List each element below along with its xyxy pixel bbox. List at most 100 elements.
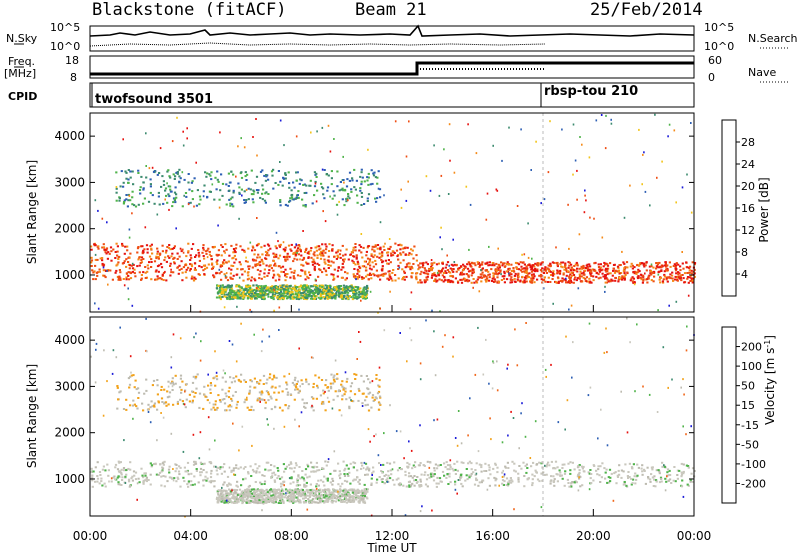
data-cell — [531, 478, 534, 481]
data-cell — [448, 123, 451, 126]
data-cell — [644, 482, 647, 485]
data-cell — [122, 467, 126, 469]
data-cell — [282, 292, 285, 295]
data-cell — [311, 490, 314, 493]
data-cell — [533, 270, 536, 273]
data-cell — [143, 248, 146, 251]
data-cell — [228, 298, 231, 301]
data-cell — [204, 475, 207, 478]
data-cell — [289, 248, 292, 251]
data-cell — [431, 267, 434, 270]
data-cell — [477, 484, 480, 487]
data-cell — [265, 174, 268, 176]
beam-title: Beam 21 — [355, 0, 427, 20]
data-cell — [413, 484, 416, 487]
data-cell — [498, 272, 501, 275]
data-cell — [352, 479, 355, 482]
data-cell — [475, 280, 478, 283]
data-cell — [580, 265, 583, 268]
data-cell — [217, 224, 219, 227]
data-cell — [192, 279, 196, 282]
data-cell — [352, 262, 355, 264]
data-cell — [222, 495, 225, 498]
data-cell — [583, 273, 586, 276]
data-cell — [675, 201, 677, 204]
data-cell — [176, 258, 179, 260]
data-cell — [413, 245, 416, 248]
data-cell — [568, 247, 570, 250]
data-cell — [579, 275, 582, 278]
data-cell — [281, 298, 284, 301]
data-cell — [290, 249, 293, 252]
data-cell — [228, 285, 232, 287]
data-cell — [161, 244, 164, 247]
data-cell — [526, 467, 529, 469]
data-cell — [426, 460, 429, 463]
data-cell — [264, 284, 267, 287]
data-cell — [664, 477, 667, 480]
data-cell — [469, 263, 472, 266]
data-cell — [666, 280, 669, 283]
data-cell — [567, 203, 569, 206]
data-cell — [296, 481, 299, 484]
data-cell — [409, 485, 412, 488]
data-cell — [357, 263, 360, 266]
data-cell — [673, 263, 676, 266]
data-cell — [102, 465, 105, 468]
data-cell — [668, 304, 670, 307]
data-cell — [341, 287, 345, 290]
data-cell — [313, 265, 316, 268]
data-cell — [250, 475, 253, 477]
data-cell — [589, 280, 592, 283]
data-cell — [219, 189, 222, 192]
data-cell — [170, 255, 173, 258]
data-cell — [302, 230, 304, 232]
data-cell — [430, 267, 433, 269]
data-cell — [127, 478, 131, 481]
data-cell — [490, 268, 493, 271]
data-cell — [411, 249, 414, 252]
data-cell — [358, 270, 361, 273]
data-cell — [259, 270, 262, 273]
data-cell — [641, 183, 643, 186]
data-cell — [485, 218, 488, 221]
data-cell — [302, 491, 305, 494]
data-cell — [271, 475, 274, 478]
data-cell — [418, 266, 421, 269]
data-cell — [660, 480, 663, 483]
data-cell — [317, 287, 320, 290]
data-cell — [488, 469, 491, 472]
data-cell — [553, 478, 556, 481]
data-cell — [604, 477, 607, 480]
data-cell — [692, 480, 695, 483]
data-cell — [176, 476, 179, 479]
data-cell — [590, 269, 593, 272]
data-cell — [284, 488, 288, 491]
data-cell — [293, 277, 296, 280]
data-cell — [94, 480, 97, 483]
data-cell — [411, 267, 414, 270]
data-cell — [157, 256, 160, 258]
cpid-program-0: twofsound 3501 — [95, 92, 213, 107]
data-cell — [631, 264, 634, 267]
data-cell — [252, 495, 256, 497]
data-cell — [666, 468, 670, 471]
data-cell — [124, 170, 127, 173]
data-cell — [525, 265, 528, 268]
data-cell — [370, 253, 373, 256]
data-cell — [680, 473, 684, 476]
data-cell — [331, 477, 334, 480]
data-cell — [344, 189, 347, 192]
data-cell — [342, 460, 345, 463]
data-cell — [265, 264, 268, 267]
data-cell — [210, 469, 213, 472]
data-cell — [309, 249, 312, 252]
data-cell — [362, 490, 365, 493]
data-cell — [386, 277, 389, 280]
data-cell — [276, 477, 279, 480]
data-cell — [144, 271, 147, 274]
data-cell — [390, 277, 393, 280]
data-cell — [350, 190, 353, 193]
data-cell — [525, 471, 528, 474]
data-cell — [364, 295, 367, 298]
